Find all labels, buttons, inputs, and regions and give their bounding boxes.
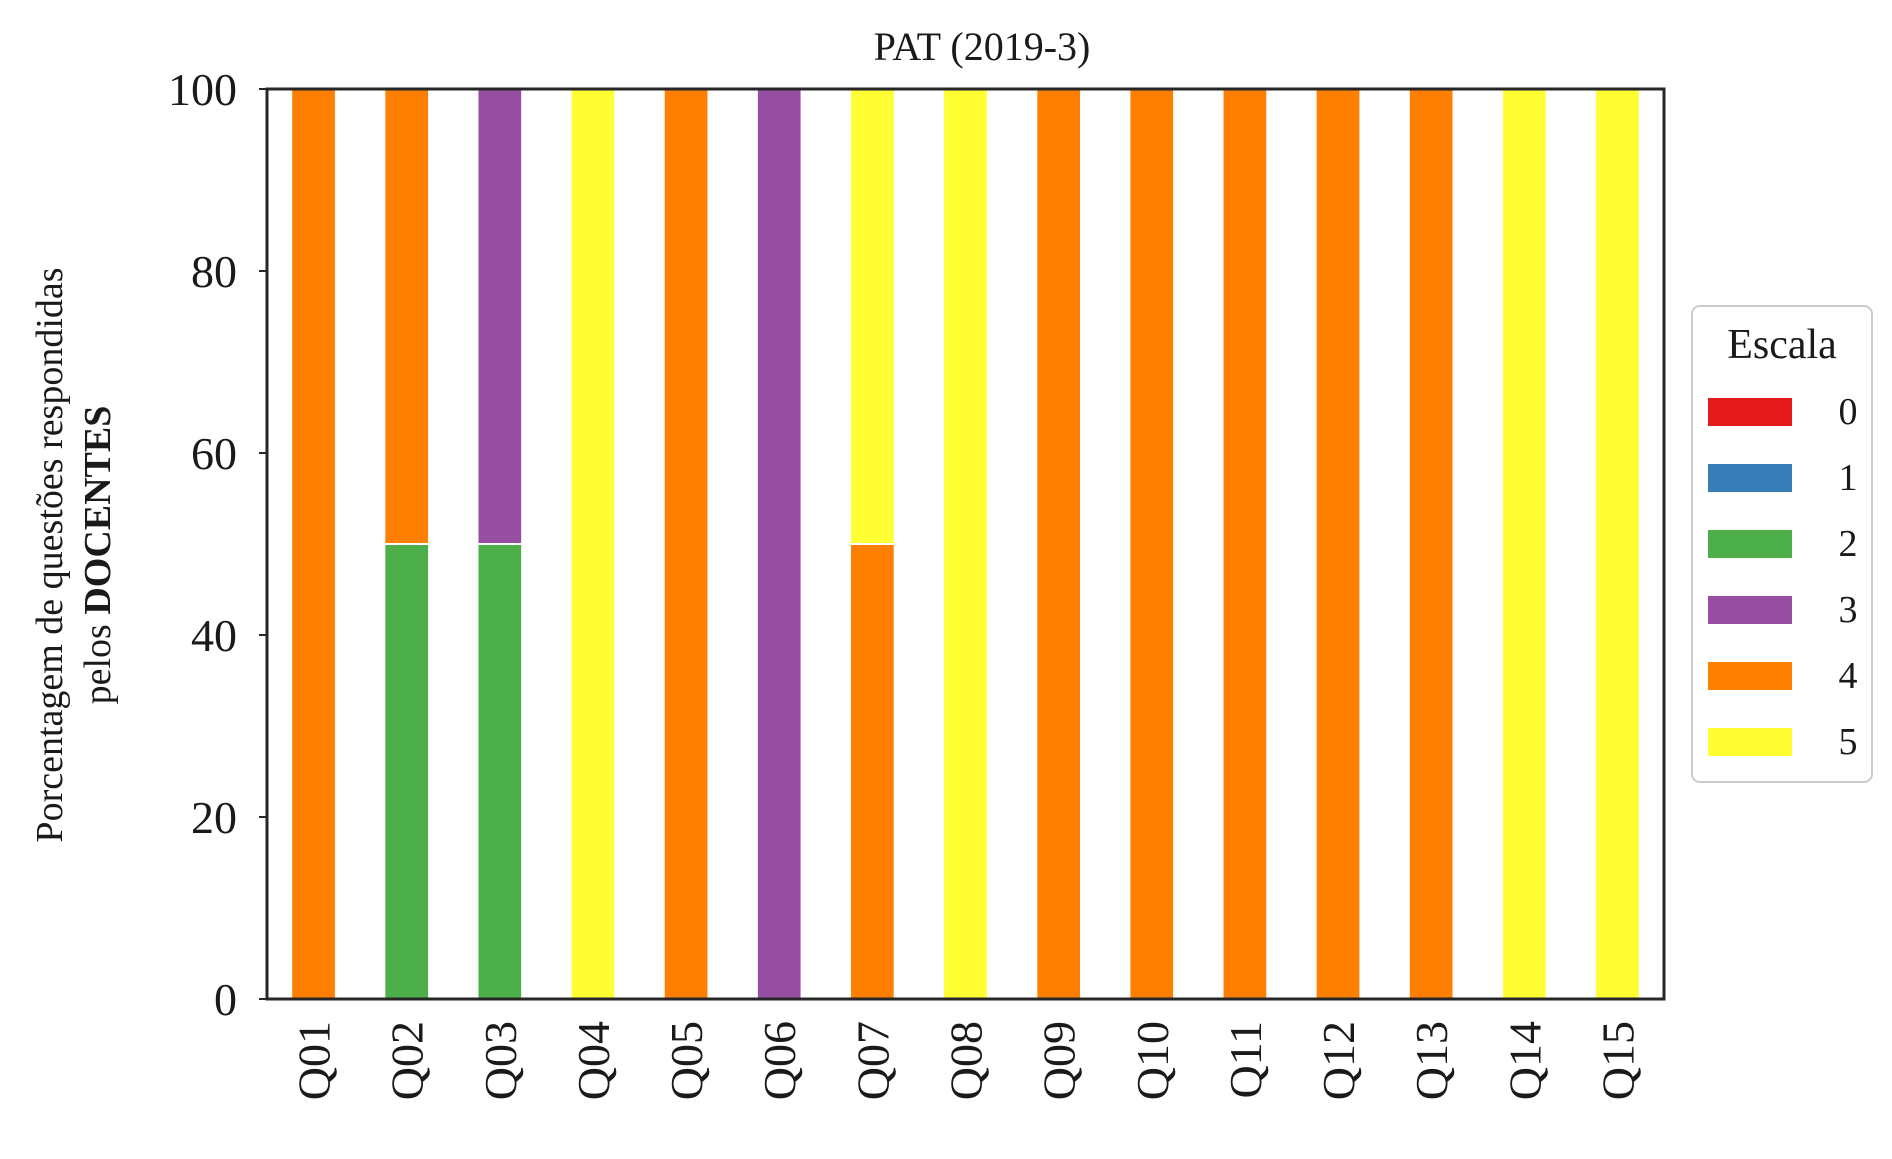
legend-label-4: 4 <box>1839 655 1858 697</box>
x-tick-label: Q12 <box>1313 1021 1364 1100</box>
bar-q03-scale-2 <box>476 543 524 1000</box>
plot-frame <box>265 87 1666 1001</box>
y-axis-label: Porcentagem de questões respondidas pelo… <box>29 267 119 842</box>
bar-q13-scale-4 <box>1407 88 1455 1000</box>
bar-q06-scale-3 <box>755 88 803 1000</box>
legend-swatch-4 <box>1708 662 1792 690</box>
legend-swatch-5 <box>1708 728 1792 756</box>
y-axis-label-bold: DOCENTES <box>77 406 119 615</box>
x-tick-label: Q08 <box>941 1021 992 1100</box>
y-tick-label: 0 <box>214 974 237 1025</box>
bar-q02-scale-4 <box>383 88 431 545</box>
bar-q12-scale-4 <box>1314 88 1362 1000</box>
legend-title: Escala <box>1727 322 1837 368</box>
x-tick-label: Q02 <box>382 1021 433 1100</box>
legend-items: 0 1 2 3 4 5 <box>1708 391 1858 763</box>
legend-swatch-2 <box>1708 530 1792 558</box>
x-tick-label: Q01 <box>289 1021 340 1100</box>
bar-q08-scale-5 <box>942 88 989 1000</box>
bar-q04-scale-5 <box>569 88 617 1000</box>
y-axis-ticks: 0 20 40 60 80 100 <box>168 64 267 1025</box>
y-tick-label: 80 <box>191 246 237 297</box>
x-tick-label: Q05 <box>661 1021 712 1100</box>
y-tick-label: 40 <box>191 610 237 661</box>
x-axis-ticks: Q01 Q02 Q03 Q04 Q05 Q06 Q07 Q08 Q09 Q10 Q11 Q12 Q13 Q… <box>289 1021 1644 1100</box>
chart-title: PAT (2019-3) <box>874 24 1091 69</box>
y-tick-label: 60 <box>191 428 237 479</box>
bars-layer <box>290 88 1641 1000</box>
y-tick-label: 20 <box>191 792 237 843</box>
bar-q10-scale-4 <box>1128 88 1176 1000</box>
bar-q02-scale-2 <box>383 543 431 1000</box>
x-tick-label: Q04 <box>568 1021 619 1100</box>
legend-label-5: 5 <box>1839 721 1858 763</box>
x-tick-label: Q15 <box>1592 1021 1643 1100</box>
legend-swatch-1 <box>1708 464 1792 492</box>
legend-swatch-3 <box>1708 596 1792 624</box>
legend: Escala 0 1 2 3 4 5 <box>1691 305 1873 783</box>
bar-q09-scale-4 <box>1035 88 1082 1000</box>
x-tick-label: Q11 <box>1220 1021 1271 1099</box>
x-tick-label: Q14 <box>1499 1021 1550 1100</box>
x-tick-label: Q07 <box>847 1021 898 1100</box>
y-tick-label: 100 <box>168 64 237 115</box>
bar-q03-scale-3 <box>476 88 524 545</box>
y-axis-label-prefix: pelos <box>77 615 119 705</box>
x-tick-label: Q06 <box>754 1021 805 1100</box>
bar-q07-scale-4 <box>849 543 896 1000</box>
x-tick-label: Q10 <box>1127 1021 1178 1100</box>
bar-q05-scale-4 <box>662 88 710 1000</box>
x-tick-label: Q03 <box>475 1021 526 1100</box>
legend-label-1: 1 <box>1839 457 1858 499</box>
bar-q14-scale-5 <box>1500 88 1548 1000</box>
x-tick-label: Q13 <box>1406 1021 1457 1100</box>
bar-q01-scale-4 <box>290 88 337 1000</box>
bar-q15-scale-5 <box>1594 88 1641 1000</box>
x-tick-label: Q09 <box>1034 1021 1085 1100</box>
legend-swatch-0 <box>1708 398 1792 426</box>
legend-label-3: 3 <box>1839 589 1858 631</box>
bar-q07-scale-5 <box>849 88 896 545</box>
legend-label-2: 2 <box>1839 523 1858 565</box>
y-axis-label-line1: Porcentagem de questões respondidas <box>29 267 71 842</box>
y-axis-label-line2: pelos DOCENTES <box>77 406 119 705</box>
legend-label-0: 0 <box>1839 391 1858 433</box>
bar-q11-scale-4 <box>1221 88 1269 1000</box>
